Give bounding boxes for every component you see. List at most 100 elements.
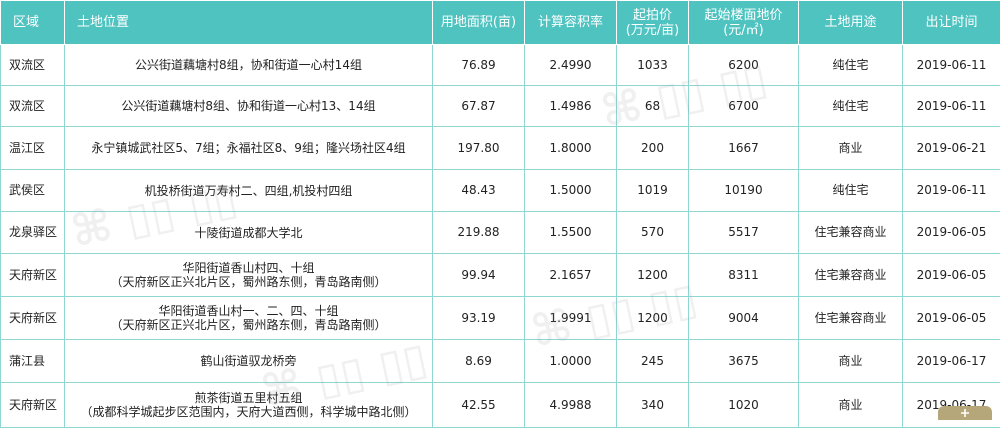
header-floor-price-line2: (元/㎡) <box>692 23 795 38</box>
header-area: 用地面积(亩) <box>433 1 525 45</box>
cell-floor-price: 10190 <box>689 170 799 212</box>
cell-usage: 纯住宅 <box>799 45 903 86</box>
location-line: 华阳街道香山村四、十组 <box>67 261 430 275</box>
cell-far: 1.5500 <box>525 212 617 254</box>
cell-district: 双流区 <box>1 45 65 86</box>
cell-area: 42.55 <box>433 383 525 428</box>
cell-usage: 住宅兼容商业 <box>799 254 903 297</box>
cell-district: 武侯区 <box>1 170 65 212</box>
header-far: 计算容积率 <box>525 1 617 45</box>
location-line: 公兴街道藕塘村8组，协和街道一心村14组 <box>67 58 430 72</box>
location-line: 机投桥街道万寿村二、四组,机投村四组 <box>67 184 430 198</box>
cell-start-price: 1019 <box>617 170 689 212</box>
cell-usage: 住宅兼容商业 <box>799 297 903 340</box>
cell-location: 鹤山街道驭龙桥旁 <box>65 340 433 383</box>
cell-location: 公兴街道藕塘村8组、协和街道一心村13、14组 <box>65 86 433 127</box>
table-row: 天府新区煎茶街道五里村五组（成都科学城起步区范围内，天府大道西侧，科学城中路北侧… <box>1 383 1000 428</box>
cell-floor-price: 6200 <box>689 45 799 86</box>
cell-date: 2019-06-05 <box>903 254 1000 297</box>
cell-far: 1.0000 <box>525 340 617 383</box>
header-date: 出让时间 <box>903 1 1000 45</box>
cell-usage: 住宅兼容商业 <box>799 212 903 254</box>
cell-location: 华阳街道香山村四、十组（天府新区正兴北片区，蜀州路东侧，青岛路南侧） <box>65 254 433 297</box>
cell-location: 华阳街道香山村一、二、四、十组（天府新区正兴北片区，蜀州路东侧，青岛路南侧） <box>65 297 433 340</box>
table-header-row: 区域 土地位置 用地面积(亩) 计算容积率 起拍价 (万元/亩) 起始楼面地价 … <box>1 1 1000 45</box>
header-start-price-line1: 起拍价 <box>620 8 685 23</box>
cell-location: 永宁镇城武社区5、7组；永福社区8、9组；隆兴场社区4组 <box>65 127 433 170</box>
cell-area: 67.87 <box>433 86 525 127</box>
cell-area: 48.43 <box>433 170 525 212</box>
cell-area: 76.89 <box>433 45 525 86</box>
cell-date: 2019-06-17 <box>903 383 1000 428</box>
cell-start-price: 68 <box>617 86 689 127</box>
cell-floor-price: 1020 <box>689 383 799 428</box>
cell-district: 龙泉驿区 <box>1 212 65 254</box>
cell-usage: 纯住宅 <box>799 86 903 127</box>
cell-far: 4.9988 <box>525 383 617 428</box>
cell-location: 十陵街道成都大学北 <box>65 212 433 254</box>
cell-usage: 商业 <box>799 340 903 383</box>
cell-district: 蒲江县 <box>1 340 65 383</box>
cell-start-price: 570 <box>617 212 689 254</box>
cell-area: 197.80 <box>433 127 525 170</box>
cell-usage: 商业 <box>799 127 903 170</box>
cell-district: 温江区 <box>1 127 65 170</box>
cell-start-price: 200 <box>617 127 689 170</box>
header-start-price-line2: (万元/亩) <box>620 23 685 38</box>
cell-far: 2.4990 <box>525 45 617 86</box>
cell-location: 机投桥街道万寿村二、四组,机投村四组 <box>65 170 433 212</box>
cell-start-price: 1200 <box>617 297 689 340</box>
cell-far: 2.1657 <box>525 254 617 297</box>
cell-far: 1.8000 <box>525 127 617 170</box>
cell-date: 2019-06-11 <box>903 86 1000 127</box>
cell-floor-price: 8311 <box>689 254 799 297</box>
cell-start-price: 1033 <box>617 45 689 86</box>
cell-floor-price: 9004 <box>689 297 799 340</box>
cell-date: 2019-06-17 <box>903 340 1000 383</box>
header-usage: 土地用途 <box>799 1 903 45</box>
location-line: 华阳街道香山村一、二、四、十组 <box>67 304 430 318</box>
header-location: 土地位置 <box>65 1 433 45</box>
cell-district: 天府新区 <box>1 383 65 428</box>
cell-floor-price: 5517 <box>689 212 799 254</box>
location-line: （天府新区正兴北片区，蜀州路东侧，青岛路南侧） <box>67 275 430 289</box>
table-row: 天府新区华阳街道香山村四、十组（天府新区正兴北片区，蜀州路东侧，青岛路南侧）99… <box>1 254 1000 297</box>
cell-floor-price: 1667 <box>689 127 799 170</box>
location-line: （成都科学城起步区范围内，天府大道西侧，科学城中路北侧） <box>67 405 430 419</box>
cell-district: 天府新区 <box>1 254 65 297</box>
cell-area: 8.69 <box>433 340 525 383</box>
cell-start-price: 245 <box>617 340 689 383</box>
cell-date: 2019-06-21 <box>903 127 1000 170</box>
cell-date: 2019-06-05 <box>903 297 1000 340</box>
header-start-price: 起拍价 (万元/亩) <box>617 1 689 45</box>
location-line: 公兴街道藕塘村8组、协和街道一心村13、14组 <box>67 99 430 113</box>
cell-area: 99.94 <box>433 254 525 297</box>
cell-date: 2019-06-05 <box>903 212 1000 254</box>
cell-far: 1.5000 <box>525 170 617 212</box>
cell-usage: 商业 <box>799 383 903 428</box>
cell-far: 1.9991 <box>525 297 617 340</box>
cell-start-price: 340 <box>617 383 689 428</box>
header-floor-price: 起始楼面地价 (元/㎡) <box>689 1 799 45</box>
location-line: 十陵街道成都大学北 <box>67 226 430 240</box>
header-district: 区域 <box>1 1 65 45</box>
location-line: 鹤山街道驭龙桥旁 <box>67 354 430 368</box>
cell-floor-price: 3675 <box>689 340 799 383</box>
cell-date: 2019-06-11 <box>903 45 1000 86</box>
table-row: 天府新区华阳街道香山村一、二、四、十组（天府新区正兴北片区，蜀州路东侧，青岛路南… <box>1 297 1000 340</box>
corner-badge-icon <box>938 406 992 420</box>
location-line: （天府新区正兴北片区，蜀州路东侧，青岛路南侧） <box>67 318 430 332</box>
cell-district: 天府新区 <box>1 297 65 340</box>
cell-area: 93.19 <box>433 297 525 340</box>
cell-location: 公兴街道藕塘村8组，协和街道一心村14组 <box>65 45 433 86</box>
cell-area: 219.88 <box>433 212 525 254</box>
cell-far: 1.4986 <box>525 86 617 127</box>
